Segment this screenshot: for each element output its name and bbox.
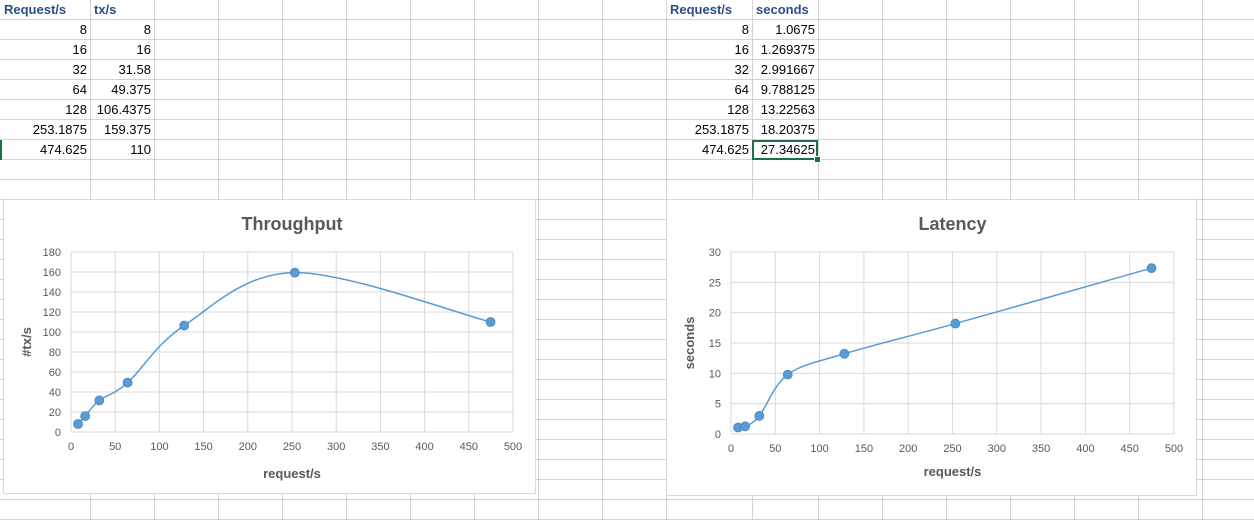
cell-left-value[interactable]: 49.375 [111,82,151,97]
x-tick-label: 0 [728,443,734,455]
chart-title: Latency [918,214,986,234]
cell-left-value[interactable]: 31.58 [118,62,151,77]
y-tick-label: 25 [709,277,721,289]
selection-fill-handle[interactable] [814,156,821,163]
cell-right-value[interactable]: 1.269375 [760,42,815,57]
data-point [754,410,765,421]
data-point [179,320,190,331]
y-tick-label: 15 [709,338,721,350]
cell-left-request[interactable]: 32 [72,62,87,77]
y-tick-label: 140 [43,287,61,299]
data-point [485,317,496,327]
cell-left-request[interactable]: 474.625 [40,142,87,157]
y-tick-label: 20 [49,407,61,419]
x-tick-label: 100 [150,441,168,453]
x-tick-label: 0 [68,441,74,453]
x-tick-label: 100 [810,443,828,455]
y-tick-label: 0 [715,429,721,441]
cell-right-request[interactable]: 8 [741,22,749,37]
x-tick-label: 500 [504,441,522,453]
cell-right-request[interactable]: 253.1875 [694,122,749,137]
y-tick-label: 0 [55,427,61,439]
x-tick-label: 350 [371,441,389,453]
cell-left-request[interactable]: 8 [79,22,87,37]
throughput-chart-panel[interactable]: 0 50 100 150 200 250 300 350 400 450 500 0 20 40 60 80 1… [3,199,536,494]
cell-left-value[interactable]: 110 [130,142,151,157]
cell-right-request[interactable]: 16 [734,42,749,57]
cell-left-value[interactable]: 16 [136,42,151,57]
cell-right-request[interactable]: 128 [727,102,749,117]
y-tick-label: 80 [49,347,61,359]
y-tick-label: 30 [709,247,721,259]
x-tick-label: 250 [283,441,301,453]
y-tick-label: 20 [709,308,721,320]
cell-right-value[interactable]: 9.788125 [760,82,815,97]
cell-left-request[interactable]: 253.1875 [32,122,87,137]
y-axis-label: #tx/s [19,327,34,357]
latency-chart: 0 50 100 150 200 250 300 350 400 450 500 0 5 10 15 20 25… [682,214,1183,479]
cell-left-value[interactable]: 159.375 [104,122,151,137]
x-tick-label: 450 [1121,443,1139,455]
y-tick-label: 40 [49,387,61,399]
x-tick-label: 400 [415,441,433,453]
data-point [839,348,850,359]
data-point [80,411,91,421]
y-axis-label: seconds [682,317,697,370]
y-tick-label: 10 [709,368,721,380]
x-tick-label: 150 [855,443,873,455]
x-tick-label: 500 [1165,443,1183,455]
data-point [122,377,133,388]
active-row-marker [0,140,2,160]
y-tick-label: 120 [43,307,61,319]
x-tick-label: 250 [943,443,961,455]
cell-left-request[interactable]: 16 [72,42,87,57]
x-tick-label: 150 [194,441,212,453]
y-tick-label: 5 [715,399,721,411]
cell-right-value[interactable]: 2.991667 [760,62,815,77]
cell-right-request[interactable]: 474.625 [702,142,749,157]
cell-right-request[interactable]: 64 [734,82,749,97]
y-tick-label: 180 [43,247,61,259]
data-point [1146,263,1157,273]
cell-right-request[interactable]: 32 [734,62,749,77]
cell-right-value[interactable]: 13.22563 [760,102,815,117]
y-tick-label: 160 [43,267,61,279]
x-tick-label: 400 [1076,443,1094,455]
cell-left-request[interactable]: 128 [65,102,87,117]
cell-left-request[interactable]: 64 [72,82,87,97]
x-tick-label: 200 [239,441,257,453]
data-point [73,419,83,429]
series-line [77,271,491,425]
x-tick-label: 50 [769,443,781,455]
data-point [950,318,961,329]
data-point [782,369,793,380]
cell-right-value[interactable]: 1.0675 [775,22,815,37]
header-seconds[interactable]: seconds [756,2,809,17]
data-point [94,395,105,406]
y-tick-label: 100 [43,327,61,339]
x-tick-label: 300 [327,441,345,453]
x-tick-label: 300 [988,443,1006,455]
cell-left-value[interactable]: 106.4375 [96,102,151,117]
x-axis-label: request/s [263,466,321,481]
y-tick-label: 60 [49,367,61,379]
header-request-right[interactable]: Request/s [670,2,733,17]
chart-title: Throughput [242,214,343,234]
cell-right-value[interactable]: 18.20375 [760,122,815,137]
x-axis-label: request/s [924,464,982,479]
cell-left-value[interactable]: 8 [143,22,151,37]
x-tick-label: 50 [109,441,121,453]
x-tick-label: 200 [899,443,917,455]
selected-cell[interactable]: 27.34625 [752,140,818,160]
x-tick-label: 350 [1032,443,1050,455]
data-point [740,421,751,432]
throughput-chart: 0 50 100 150 200 250 300 350 400 450 500 0 20 40 60 80 1… [19,214,522,481]
header-txs[interactable]: tx/s [94,2,117,17]
x-tick-label: 450 [460,441,478,453]
data-point [289,267,300,278]
header-request-left[interactable]: Request/s [4,2,67,17]
latency-chart-panel[interactable]: 0 50 100 150 200 250 300 350 400 450 500 0 5 10 15 20 25… [666,199,1197,496]
